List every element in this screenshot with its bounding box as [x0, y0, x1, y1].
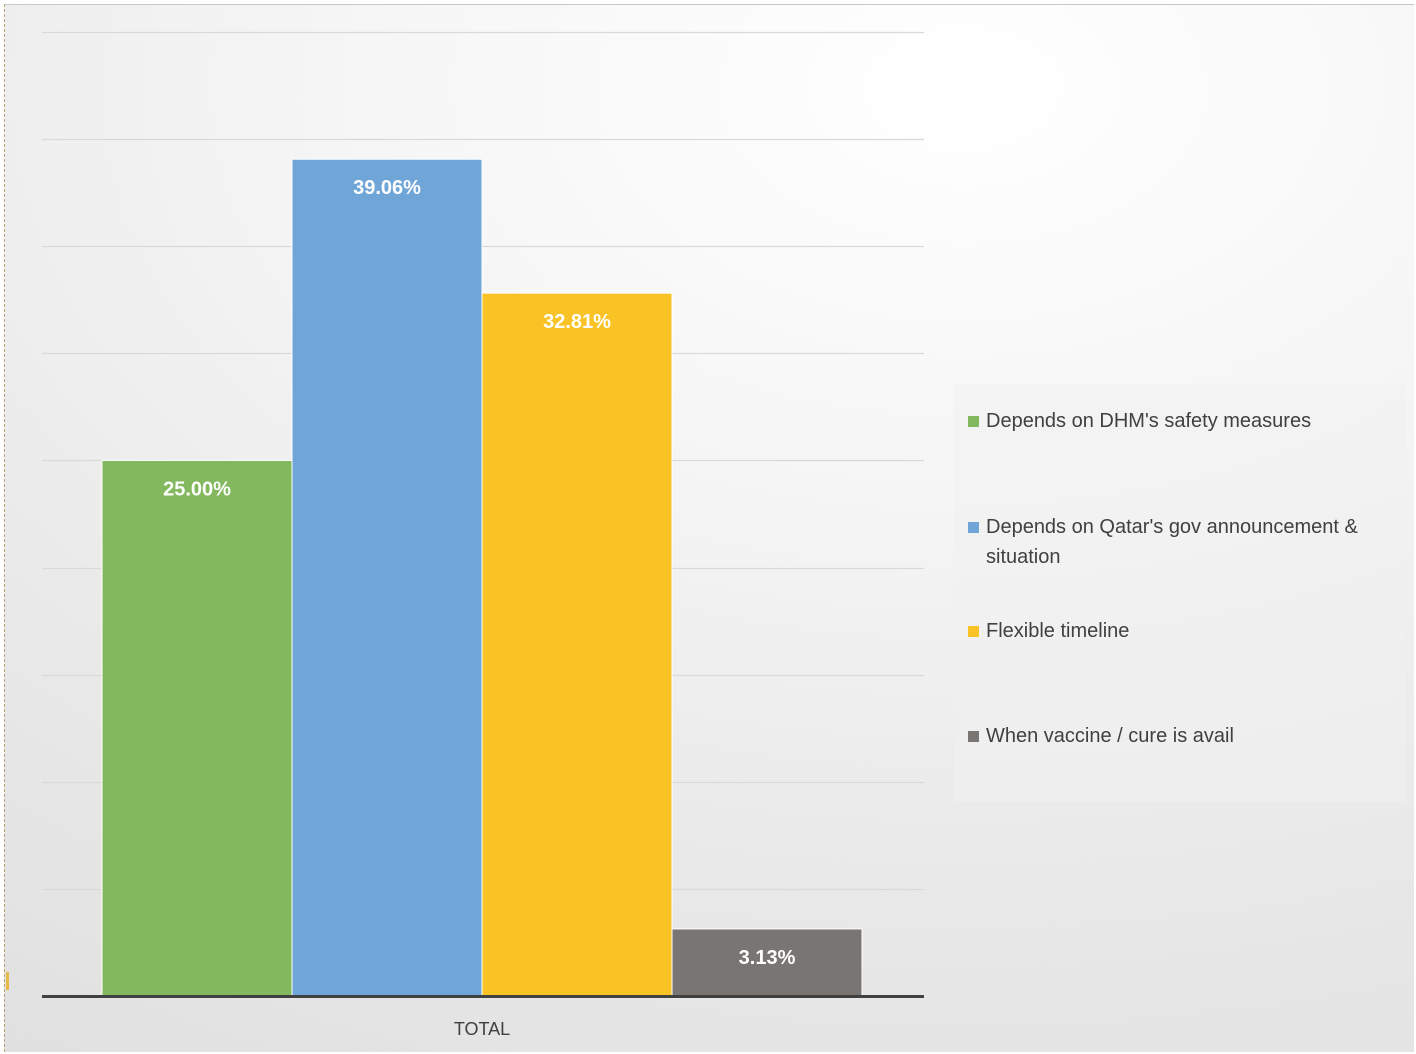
legend-swatch: [968, 522, 979, 533]
legend: Depends on DHM's safety measures Depends …: [954, 384, 1406, 802]
legend-swatch: [968, 731, 979, 742]
legend-label: When vaccine / cure is avail: [986, 725, 1234, 747]
legend-swatch: [968, 416, 979, 427]
bar-depends-on-qatar-s-gov-announcement-situation: [291, 158, 483, 997]
x-axis: TOTAL: [42, 995, 924, 1039]
bar-depends-on-dhm-s-safety-measures: [101, 459, 293, 997]
legend-item: Depends on DHM's safety measures: [968, 406, 1398, 436]
legend-item: When vaccine / cure is avail: [968, 721, 1398, 751]
legend-label: Depends on DHM's safety measures: [986, 410, 1312, 432]
legend-item: Depends on Qatar's gov announcement & si…: [968, 512, 1398, 572]
x-tick-label: TOTAL: [454, 1019, 510, 1039]
data-label: 32.81%: [543, 311, 611, 333]
legend-label: Flexible timeline: [986, 620, 1130, 642]
legend-swatch: [968, 626, 979, 637]
data-label: 3.13%: [739, 947, 796, 969]
legend-label: Depends on Qatar's gov announcement & si…: [986, 516, 1358, 568]
data-labels: 25.00% 39.06% 32.81% 3.13%: [163, 177, 795, 969]
legend-item: Flexible timeline: [968, 616, 1398, 646]
data-label: 39.06%: [353, 177, 421, 199]
bar-flexible-timeline: [481, 292, 673, 997]
bars: [101, 158, 863, 997]
selection-handle: [6, 972, 9, 990]
data-label: 25.00%: [163, 478, 231, 500]
